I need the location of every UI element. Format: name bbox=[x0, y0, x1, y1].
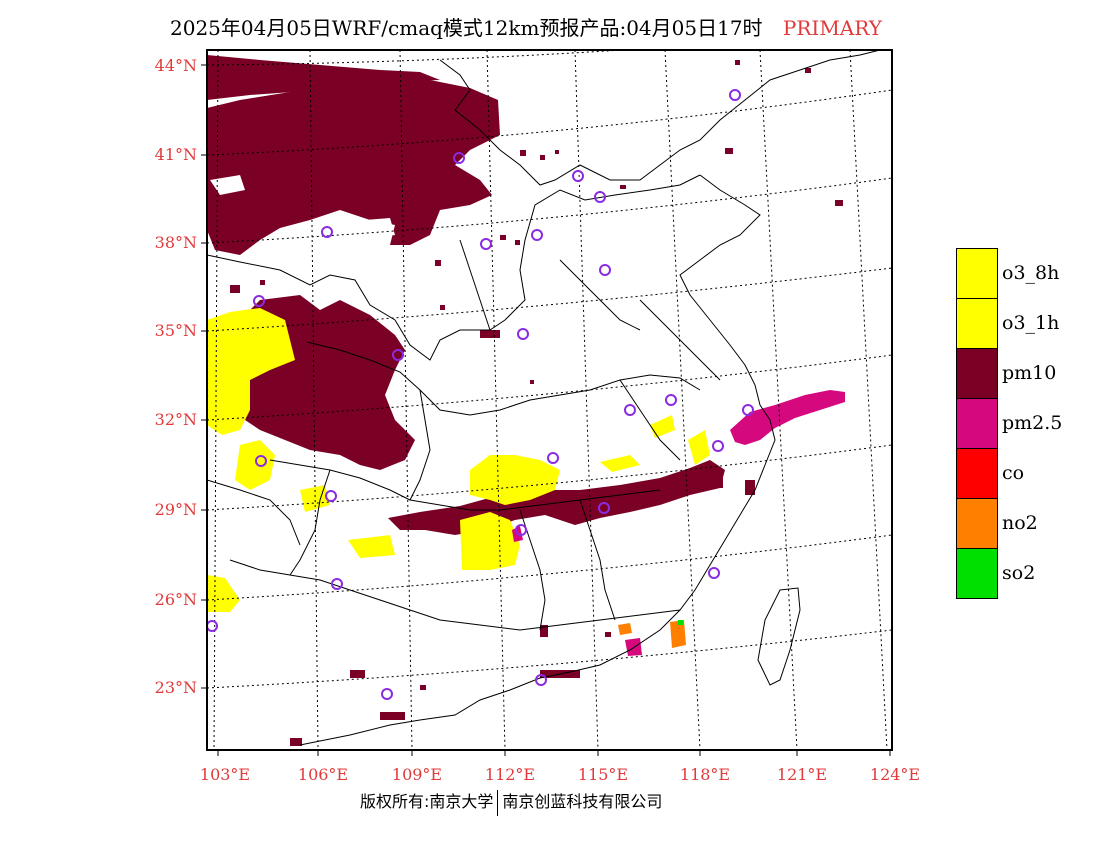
station-marker bbox=[325, 490, 337, 502]
lat-label-41n: 41°N bbox=[154, 145, 197, 164]
boundaries bbox=[207, 50, 881, 746]
station-marker bbox=[599, 264, 611, 276]
o3-region-east-b bbox=[688, 430, 710, 465]
lat-label-26n: 26°N bbox=[154, 590, 197, 609]
station-marker bbox=[572, 170, 584, 182]
station-marker bbox=[253, 295, 265, 307]
legend-swatch bbox=[956, 348, 998, 399]
so2-region bbox=[678, 620, 683, 625]
pm10-region-river bbox=[388, 460, 725, 535]
lon-label-118e: 118°E bbox=[679, 765, 731, 784]
station-marker bbox=[547, 452, 559, 464]
station-marker bbox=[665, 394, 677, 406]
station-markers bbox=[206, 89, 754, 700]
map-frame bbox=[206, 49, 893, 751]
legend-swatch bbox=[956, 298, 998, 349]
legend-label: co bbox=[1002, 462, 1025, 484]
lat-label-35n: 35°N bbox=[154, 321, 197, 340]
station-marker bbox=[535, 674, 547, 686]
lat-label-44n: 44°N bbox=[154, 56, 197, 75]
station-marker bbox=[255, 455, 267, 467]
legend-swatch bbox=[956, 548, 998, 599]
pollution-layer bbox=[207, 55, 845, 746]
no2-region-south-a bbox=[670, 620, 686, 648]
station-marker bbox=[480, 238, 492, 250]
legend-label: pm2.5 bbox=[1002, 412, 1063, 434]
legend-label: no2 bbox=[1002, 512, 1038, 534]
station-marker bbox=[331, 578, 343, 590]
lon-label-115e: 115°E bbox=[577, 765, 629, 784]
station-marker bbox=[531, 229, 543, 241]
station-marker bbox=[515, 524, 527, 536]
legend-label: pm10 bbox=[1002, 362, 1057, 384]
copyright-owner: 版权所有:南京大学 bbox=[360, 792, 494, 811]
pm25-region-south bbox=[625, 638, 642, 656]
station-marker bbox=[729, 89, 741, 101]
o3-region-southwest bbox=[207, 575, 240, 612]
pm10-region-northwest bbox=[207, 55, 440, 100]
station-marker bbox=[453, 152, 465, 164]
legend-label: o3_1h bbox=[1002, 312, 1060, 334]
lon-label-106e: 106°E bbox=[297, 765, 349, 784]
legend-label: so2 bbox=[1002, 562, 1036, 584]
station-marker bbox=[594, 191, 606, 203]
pm10-region-north bbox=[207, 78, 500, 255]
legend-label: o3_8h bbox=[1002, 262, 1060, 284]
station-marker bbox=[381, 688, 393, 700]
lat-label-23n: 23°N bbox=[154, 678, 197, 697]
station-marker bbox=[708, 567, 720, 579]
o3-region-central-a bbox=[470, 455, 560, 505]
lon-label-121e: 121°E bbox=[776, 765, 828, 784]
pm25-region-east bbox=[730, 390, 845, 445]
title-primary-tag: PRIMARY bbox=[782, 16, 882, 40]
lon-label-124e: 124°E bbox=[869, 765, 921, 784]
lat-label-38n: 38°N bbox=[154, 233, 197, 252]
o3-region-central-d bbox=[300, 485, 330, 512]
o3-region-west bbox=[207, 308, 295, 435]
axis-ticks bbox=[201, 64, 891, 756]
station-marker bbox=[392, 349, 404, 361]
lat-label-32n: 32°N bbox=[154, 410, 197, 429]
station-marker bbox=[624, 404, 636, 416]
o3-region-east-c bbox=[600, 455, 640, 472]
lon-label-112e: 112°E bbox=[484, 765, 536, 784]
o3-region-central-b bbox=[460, 512, 520, 570]
station-marker bbox=[598, 502, 610, 514]
no2-region-south-b bbox=[618, 623, 632, 635]
legend-swatch bbox=[956, 498, 998, 549]
lon-label-109e: 109°E bbox=[391, 765, 443, 784]
station-marker bbox=[321, 226, 333, 238]
copyright-company: 南京创蓝科技有限公司 bbox=[502, 792, 663, 811]
o3-region-central-c bbox=[348, 535, 395, 558]
station-marker bbox=[712, 440, 724, 452]
title-text: 2025年04月05日WRF/cmaq模式12km预报产品:04月05日17时 bbox=[170, 16, 763, 40]
footer-divider bbox=[497, 789, 499, 816]
o3-region-west-south bbox=[235, 440, 275, 490]
lat-label-29n: 29°N bbox=[154, 500, 197, 519]
copyright-footer: 版权所有:南京大学 南京创蓝科技有限公司 bbox=[360, 788, 760, 816]
map-title: 2025年04月05日WRF/cmaq模式12km预报产品:04月05日17时 … bbox=[170, 12, 1000, 42]
graticule bbox=[207, 50, 892, 750]
station-marker bbox=[742, 404, 754, 416]
o3-region-east bbox=[650, 415, 675, 438]
legend-swatch bbox=[956, 248, 998, 299]
lon-label-103e: 103°E bbox=[199, 765, 251, 784]
legend-swatch bbox=[956, 398, 998, 449]
legend-swatch bbox=[956, 448, 998, 499]
station-marker bbox=[517, 328, 529, 340]
station-marker bbox=[206, 620, 218, 632]
